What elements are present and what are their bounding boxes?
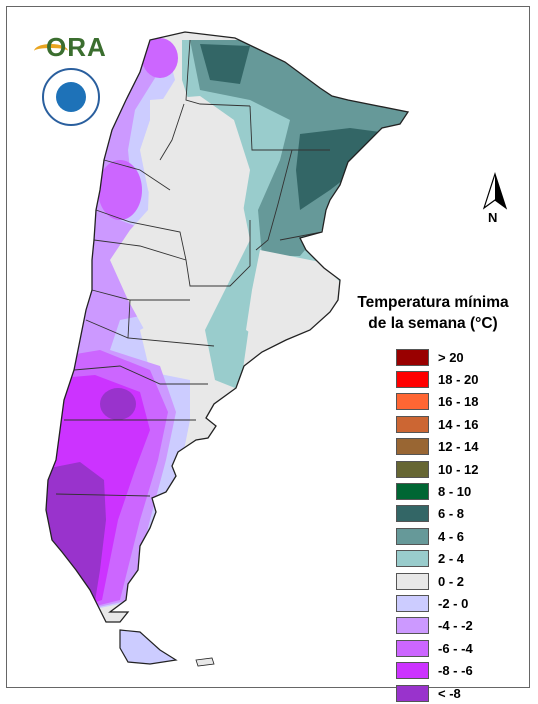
legend-swatch (396, 393, 429, 411)
legend-label: 0 - 2 (438, 573, 465, 589)
legend-item: -6 - -4 (396, 637, 534, 659)
legend-item: 8 - 10 (396, 480, 534, 502)
agency-seal-icon (42, 68, 100, 126)
legend: Temperatura mínima de la semana (°C) > 2… (344, 292, 534, 704)
zone-0-2-east (246, 250, 340, 346)
legend-title-line2: de la semana (°C) (368, 315, 498, 332)
legend-item: 18 - 20 (396, 368, 534, 390)
legend-label: 14 - 16 (438, 416, 479, 432)
legend-title: Temperatura mínima de la semana (°C) (344, 292, 522, 334)
zone-6-8-north (200, 44, 250, 84)
legend-item: > 20 (396, 346, 534, 368)
ora-logo-text: ORA (46, 32, 107, 62)
legend-label: 2 - 4 (438, 551, 465, 567)
islands (195, 657, 215, 667)
legend-label: 18 - 20 (438, 372, 479, 388)
north-label: N (488, 210, 498, 225)
legend-item: 0 - 2 (396, 570, 534, 592)
legend-item: 6 - 8 (396, 503, 534, 525)
legend-swatch (396, 527, 429, 545)
legend-label: -4 - -2 (438, 618, 473, 634)
legend-label: 4 - 6 (438, 528, 465, 544)
legend-item: 2 - 4 (396, 548, 534, 570)
legend-label: < -8 (438, 685, 461, 701)
legend-label: 10 - 12 (438, 461, 479, 477)
north-arrow-shape (482, 172, 508, 210)
seal-globe-icon (56, 82, 86, 112)
legend-swatch (396, 371, 429, 389)
legend-item: 14 - 16 (396, 413, 534, 435)
legend-item: -2 - 0 (396, 592, 534, 614)
zone-nw-cold-patch-2 (98, 160, 142, 220)
province-boundaries (55, 39, 330, 497)
legend-label: 12 - 14 (438, 439, 479, 455)
legend-label: 6 - 8 (438, 506, 465, 522)
legend-swatch (396, 505, 429, 523)
ora-logo-swoosh-icon (34, 44, 68, 58)
legend-item: 16 - 18 (396, 391, 534, 413)
legend-item: 10 - 12 (396, 458, 534, 480)
ora-logo: ORA (34, 28, 108, 62)
zone-nw-cold-patch (142, 38, 178, 78)
legend-swatch (396, 684, 429, 702)
legend-item: 12 - 14 (396, 436, 534, 458)
legend-swatch (396, 662, 429, 680)
legend-label: -8 - -6 (438, 663, 473, 679)
legend-swatch (396, 348, 429, 366)
legend-item: -8 - -6 (396, 659, 534, 681)
legend-item: < -8 (396, 682, 534, 704)
zone-below-minus8-spot (100, 388, 136, 420)
legend-swatch (396, 639, 429, 657)
legend-swatch (396, 550, 429, 568)
legend-label: > 20 (438, 349, 464, 365)
zone-0-2-center (110, 96, 250, 340)
legend-items: > 20 18 - 20 16 - 18 14 - 16 12 - 14 10 … (396, 346, 534, 704)
legend-swatch (396, 572, 429, 590)
legend-item: -4 - -2 (396, 615, 534, 637)
legend-label: 16 - 18 (438, 394, 479, 410)
legend-label: -2 - 0 (438, 595, 469, 611)
argentina-outline (45, 31, 410, 623)
legend-swatch (396, 617, 429, 635)
legend-swatch (396, 483, 429, 501)
legend-label: -6 - -4 (438, 640, 473, 656)
zone-6-8-east (296, 128, 380, 210)
legend-label: 8 - 10 (438, 484, 472, 500)
north-arrow-icon: N (480, 172, 510, 232)
tierra-del-fuego (119, 629, 178, 665)
legend-title-line1: Temperatura mínima (357, 294, 509, 311)
legend-swatch (396, 460, 429, 478)
legend-item: 4 - 6 (396, 525, 534, 547)
legend-swatch (396, 415, 429, 433)
legend-swatch (396, 438, 429, 456)
legend-swatch (396, 594, 429, 612)
